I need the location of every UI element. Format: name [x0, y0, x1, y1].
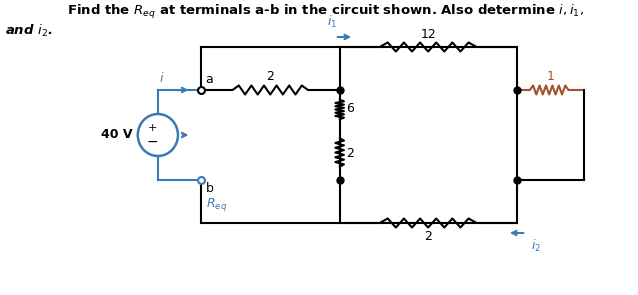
- Text: 12: 12: [420, 28, 436, 41]
- Text: a: a: [205, 73, 214, 86]
- Text: 1: 1: [546, 70, 554, 83]
- Text: 2: 2: [424, 230, 432, 243]
- Text: −: −: [146, 135, 158, 149]
- Text: 6: 6: [346, 102, 354, 115]
- Text: b: b: [205, 182, 214, 195]
- Text: $i_1$: $i_1$: [327, 14, 337, 30]
- Text: 2: 2: [266, 70, 274, 83]
- Text: $i_2$: $i_2$: [531, 238, 541, 254]
- Text: and $i_2$.: and $i_2$.: [4, 23, 52, 39]
- Text: $R_{eq}$: $R_{eq}$: [205, 196, 227, 213]
- Text: +: +: [147, 123, 157, 133]
- Text: Find the $R_{eq}$ at terminals a-b in the circuit shown. Also determine $i, i_1,: Find the $R_{eq}$ at terminals a-b in th…: [67, 3, 584, 21]
- Text: 2: 2: [346, 147, 354, 160]
- Text: $i$: $i$: [159, 71, 165, 85]
- Text: 40 V: 40 V: [101, 129, 133, 142]
